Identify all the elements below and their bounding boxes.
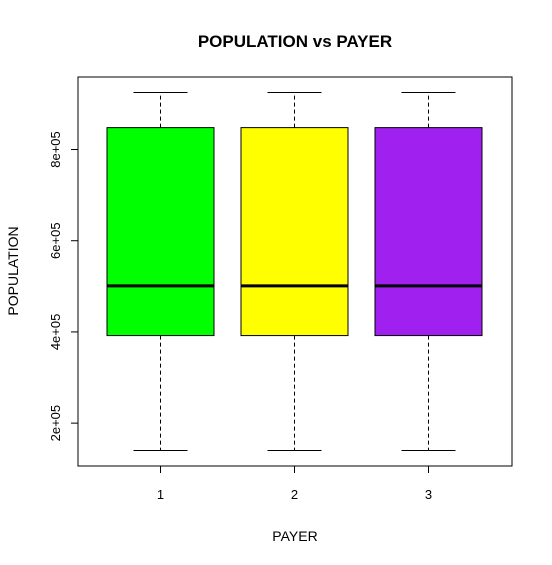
boxes-layer [106,92,483,451]
x-tick-label: 1 [157,487,164,502]
y-axis: 2e+05 4e+05 6e+05 8e+05 [48,131,79,442]
box-iqr [240,127,349,337]
y-tick-label: 8e+05 [48,131,63,168]
chart-title: POPULATION vs PAYER [198,32,392,51]
x-axis-label: PAYER [272,528,317,544]
y-axis-label: POPULATION [5,226,21,315]
box-iqr [374,127,483,337]
x-axis: 1 2 3 [157,465,432,502]
box-1 [106,92,215,451]
y-tick-label: 4e+05 [48,314,63,351]
x-tick-label: 2 [291,487,298,502]
y-tick-label: 6e+05 [48,222,63,259]
box-iqr [106,127,215,337]
box-3 [374,92,483,451]
x-tick-label: 3 [425,487,432,502]
y-tick-label: 2e+05 [48,405,63,442]
box-2 [240,92,349,451]
